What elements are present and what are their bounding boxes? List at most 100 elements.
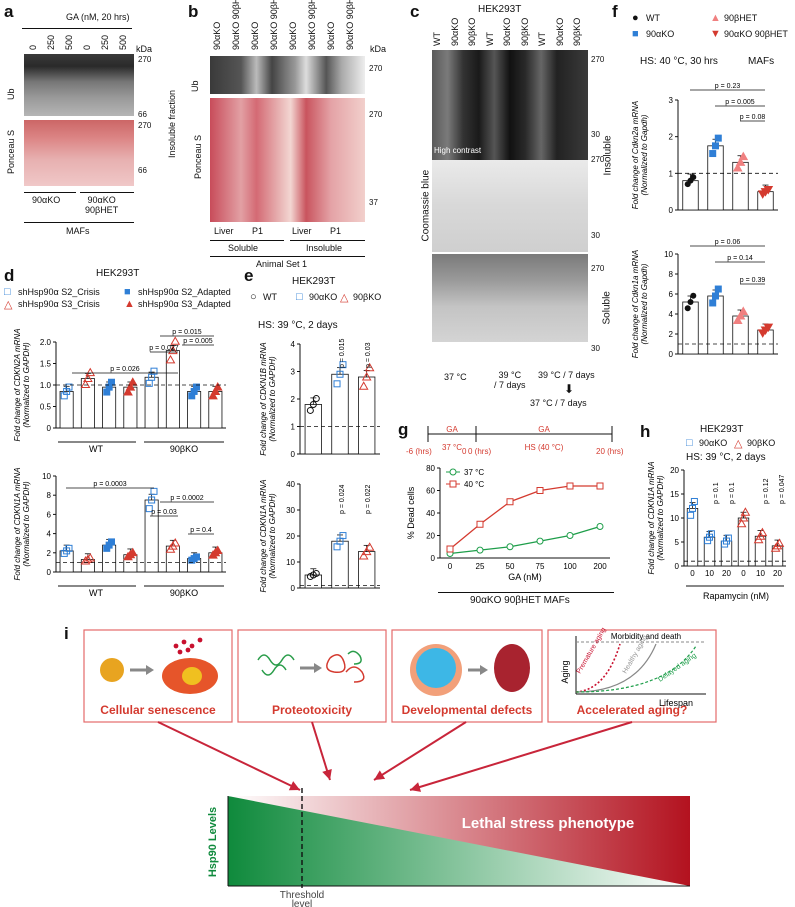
- y-axis-label: Fold change of CDKN1A mRNA: [647, 462, 656, 575]
- timeline-cond: 37 °C: [442, 443, 462, 452]
- data-point: [738, 306, 749, 315]
- arrowhead-icon: [146, 665, 154, 675]
- data-point: [536, 537, 544, 545]
- x-tick-label: 20: [773, 569, 782, 578]
- panel-c-cond2: 39 °C / 7 days: [494, 370, 526, 390]
- panel-f-legend-marker: ▼: [710, 28, 721, 40]
- x-tick-label: 10: [756, 569, 765, 578]
- x-tick-label: 0: [741, 569, 746, 578]
- bar: [144, 376, 159, 429]
- panel-d-legend-marker: □: [4, 286, 11, 298]
- timeline-label: GA: [446, 425, 458, 434]
- y-tick-label: 20: [670, 466, 679, 475]
- panel-a-dose: 500: [64, 34, 74, 50]
- panel-c-cond3: 39 °C / 7 days: [538, 370, 595, 380]
- panel-h-chart: 0 5 10 15 20 Fold change of CDKN1A mRNA (Norma…: [647, 462, 786, 601]
- p-value: p = 0.0003: [93, 481, 126, 488]
- panel-b-label: b: [188, 2, 199, 21]
- p-value: p = 0.1: [729, 482, 736, 504]
- bar: [686, 508, 699, 567]
- data-point: [107, 378, 115, 386]
- group-label: WT: [89, 588, 103, 598]
- data-point: [127, 547, 138, 557]
- panel-d-cell: HEK293T: [96, 268, 140, 279]
- timeline-time: 20 (hrs): [596, 447, 624, 456]
- panel-a-bottom-line: [24, 222, 134, 223]
- panel-c-m6: 30: [591, 344, 600, 353]
- y-tick-label: 10: [286, 558, 295, 567]
- panel-c-contrast: High contrast: [434, 146, 482, 155]
- group-label: WT: [89, 444, 103, 454]
- y-tick-label: 20: [426, 532, 435, 541]
- arrowhead-icon: [480, 665, 488, 675]
- panel-e-legend-label: WT: [263, 292, 277, 302]
- p-value: p = 0.1: [713, 482, 720, 504]
- data-point: [709, 299, 717, 307]
- data-point: [210, 386, 221, 395]
- panel-b-tissue: Liver: [292, 226, 312, 236]
- panel-b-tissue: Liver: [214, 226, 234, 236]
- panel-a-geno2: 90αKO 90βHET: [85, 195, 119, 215]
- y-tick-label: 2: [669, 133, 674, 142]
- data-point: [712, 292, 719, 300]
- panel-e-legend-marker: □: [296, 291, 303, 303]
- panel-f-legend-label: 90αKO: [646, 29, 675, 39]
- data-point: [336, 370, 344, 378]
- panel-c-lane: 90αKO: [449, 17, 460, 46]
- panel-a-dose: 0: [28, 44, 38, 50]
- bar: [331, 540, 349, 589]
- p-value: p = 0.024: [339, 485, 346, 514]
- panel-a-kda: kDa: [136, 44, 153, 54]
- data-point: [168, 345, 178, 355]
- panel-c-coomassie-sol: [432, 254, 588, 342]
- data-point: [60, 392, 68, 400]
- y-axis-label: (Normalized to GAPDH): [22, 342, 31, 428]
- y-tick-label: 6: [47, 510, 52, 519]
- data-point: [80, 379, 91, 388]
- panel-e-cond: HS: 39 °C, 2 days: [258, 320, 338, 331]
- panel-a-side-label: Insoluble fraction: [167, 89, 177, 158]
- panel-e-cell: HEK293T: [292, 276, 336, 287]
- data-point: [732, 163, 743, 172]
- aging-top-label: Morbidity and death: [611, 632, 681, 641]
- phenotype-label: Lethal stress phenotype: [462, 815, 635, 832]
- delayed-curve: [575, 645, 697, 693]
- panel-b-lane: 90αKO: [250, 21, 260, 50]
- panel-a-bottom: MAFs: [66, 226, 90, 236]
- data-point: [83, 373, 93, 383]
- panel-f-cells: MAFs: [748, 56, 775, 67]
- p-value: p = 0.015: [172, 329, 201, 336]
- panel-g-bottom: 90αKO 90βHET MAFs: [470, 595, 570, 606]
- data-point: [65, 383, 73, 391]
- panel-e-legend-label: 90βKO: [353, 292, 382, 302]
- y-axis-label: (Normalized to GAPDH): [268, 493, 277, 579]
- data-point: [736, 518, 747, 528]
- panel-a-geno1: 90αKO: [32, 195, 61, 205]
- data-point: [212, 545, 223, 554]
- y-tick-label: 30: [286, 506, 295, 515]
- panel-c-lane: 90αKO: [554, 17, 565, 46]
- panel-b-ponceau-blot: [210, 98, 365, 222]
- panel-c-lane: 90βKO: [572, 17, 582, 46]
- legend-marker: [449, 468, 457, 476]
- panel-e-legend-label: 90αKO: [309, 292, 338, 302]
- embryo-defect-icon: [494, 644, 530, 692]
- data-point: [690, 174, 697, 181]
- p-value: p = 0.08: [740, 114, 766, 121]
- panel-f-legend-label: 90αKO 90βHET: [724, 29, 788, 39]
- y-tick-label: 4: [669, 310, 674, 319]
- panel-b-lane: 90αKO 90βHET: [307, 0, 317, 50]
- data-point: [684, 305, 691, 312]
- data-point: [732, 315, 743, 325]
- legend-label: 40 °C: [464, 480, 484, 489]
- y-axis-label: % Dead cells: [406, 486, 416, 539]
- panel-h-legend-label: 90βKO: [747, 438, 776, 448]
- timeline-time: -6 (hrs): [406, 447, 432, 456]
- data-point: [150, 487, 158, 495]
- panel-a-dose: 250: [100, 34, 110, 50]
- data-point: [364, 542, 375, 551]
- panel-f-cond: HS: 40 °C, 30 hrs: [640, 56, 718, 67]
- data-point: [596, 482, 604, 490]
- panel-c-m1: 270: [591, 55, 605, 64]
- data-point: [65, 544, 73, 552]
